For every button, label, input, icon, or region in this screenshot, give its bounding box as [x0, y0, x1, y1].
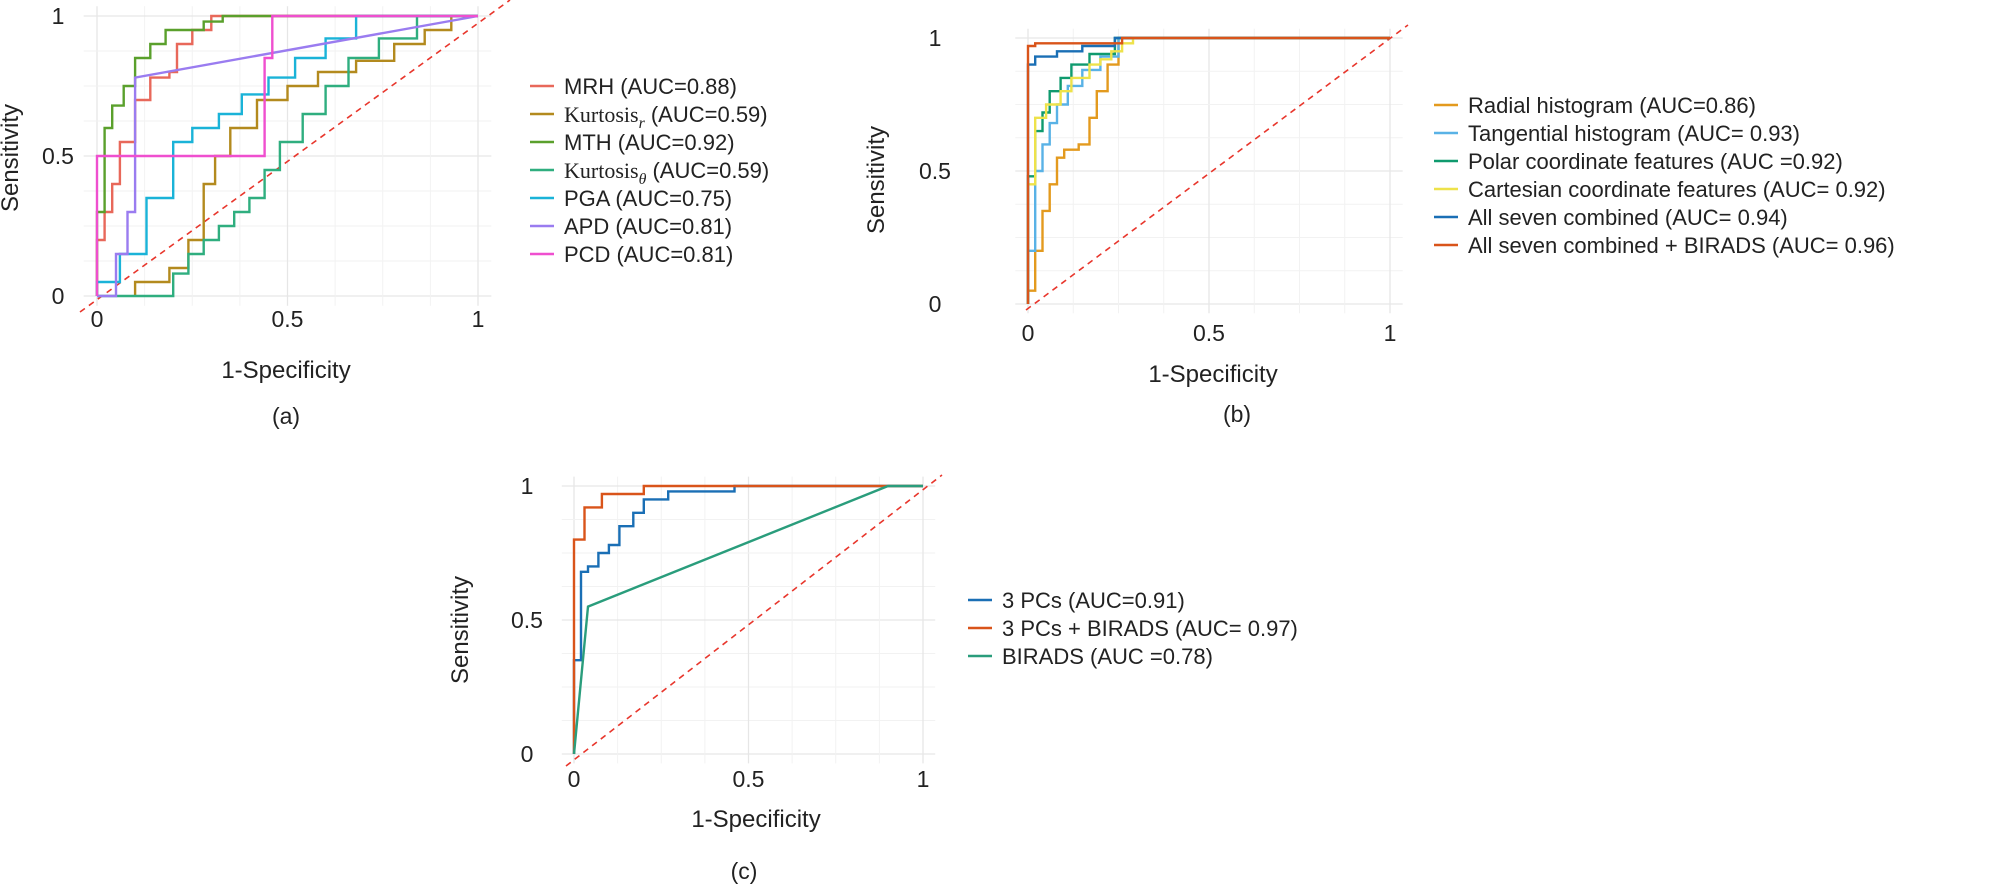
x-tick-label: 0 — [91, 306, 104, 332]
y-tick-label: 1 — [52, 3, 65, 29]
chart-b: 0 0.5 1 0 0.5 1 1-Specificity Sensitivity Radial… — [863, 24, 1895, 427]
legend-label: 3 PCs (AUC=0.91) — [1002, 588, 1185, 613]
chart-caption: (b) — [1223, 401, 1251, 427]
chart-b-legend: Radial histogram (AUC=0.86) Tangential hi… — [1434, 93, 1895, 258]
legend-label: 3 PCs + BIRADS (AUC= 0.97) — [1002, 616, 1298, 641]
chart-c-reference-diagonal — [565, 474, 943, 767]
series-line-a-0 — [95, 14, 478, 296]
x-axis-label: 1-Specificity — [691, 806, 820, 833]
series-line-c-1 — [572, 484, 923, 754]
legend-label: BIRADS (AUC =0.78) — [1002, 644, 1213, 669]
legend-label: MRH (AUC=0.88) — [564, 74, 737, 99]
x-axis-label: 1-Specificity — [1148, 361, 1277, 388]
series-line-a-4 — [95, 14, 478, 296]
x-tick-label: 1 — [472, 306, 485, 332]
x-axis-label: 1-Specificity — [221, 357, 350, 384]
chart-c-grid — [561, 476, 936, 764]
legend-label: Tangential histogram (AUC= 0.93) — [1468, 121, 1800, 146]
x-tick-label: 0 — [1022, 320, 1035, 346]
chart-a-reference-diagonal — [79, 0, 511, 313]
chart-caption: (c) — [731, 858, 758, 884]
legend-label: PGA (AUC=0.75) — [564, 186, 732, 211]
x-tick-label: 1 — [917, 766, 930, 792]
x-tick-label: 0.5 — [733, 766, 765, 792]
legend-label: All seven combined (AUC= 0.94) — [1468, 205, 1788, 230]
y-tick-label: 0 — [521, 741, 534, 767]
series-line-a-2 — [95, 14, 478, 296]
chart-c: 0 0.5 1 0 0.5 1 1-Specificity Sensitivity 3 PCs … — [447, 473, 1298, 884]
legend-label: Kurtosisθ (AUC=0.59) — [564, 158, 769, 188]
series-line-c-0 — [572, 484, 923, 754]
y-tick-label: 0.5 — [511, 607, 543, 633]
y-axis-label: Sensitivity — [447, 576, 474, 684]
series-line-b-3 — [1026, 36, 1390, 304]
x-tick-label: 0.5 — [1193, 320, 1225, 346]
x-tick-label: 0 — [568, 766, 581, 792]
series-line-b-0 — [1026, 36, 1390, 304]
y-axis-label: Sensitivity — [0, 104, 24, 212]
x-tick-label: 0.5 — [272, 306, 304, 332]
chart-caption: (a) — [272, 403, 300, 429]
chart-a-legend: MRH (AUC=0.88) Kurtosisr (AUC=0.59)MTH (A… — [530, 74, 769, 267]
series-line-a-5 — [97, 14, 479, 298]
legend-label: Kurtosisr (AUC=0.59) — [564, 102, 768, 132]
y-tick-label: 1 — [929, 25, 942, 51]
legend-label: Radial histogram (AUC=0.86) — [1468, 93, 1756, 118]
chart-a: 0 0.5 1 0 0.5 1 1-Specificity Sensitivity MRH (A… — [0, 0, 769, 429]
legend-label: All seven combined + BIRADS (AUC= 0.96) — [1468, 233, 1895, 258]
legend-label: MTH (AUC=0.92) — [564, 130, 735, 155]
y-tick-label: 0 — [52, 283, 65, 309]
chart-b-reference-diagonal — [1025, 24, 1409, 311]
y-tick-label: 0.5 — [42, 143, 74, 169]
legend-label: Polar coordinate features (AUC =0.92) — [1468, 149, 1843, 174]
x-tick-label: 1 — [1384, 320, 1397, 346]
legend-label: APD (AUC=0.81) — [564, 214, 732, 239]
y-axis-label: Sensitivity — [863, 126, 890, 234]
legend-label: PCD (AUC=0.81) — [564, 242, 733, 267]
series-line-c-2 — [572, 484, 923, 755]
y-tick-label: 0.5 — [919, 158, 951, 184]
chart-c-legend: 3 PCs (AUC=0.91) 3 PCs + BIRADS (AUC= 0.9… — [968, 588, 1298, 669]
series-line-a-6 — [95, 14, 478, 296]
y-tick-label: 0 — [929, 291, 942, 317]
series-line-b-5 — [1026, 36, 1390, 304]
y-tick-label: 1 — [521, 473, 534, 499]
series-line-a-3 — [97, 14, 478, 298]
legend-label: Cartesian coordinate features (AUC= 0.92… — [1468, 177, 1886, 202]
